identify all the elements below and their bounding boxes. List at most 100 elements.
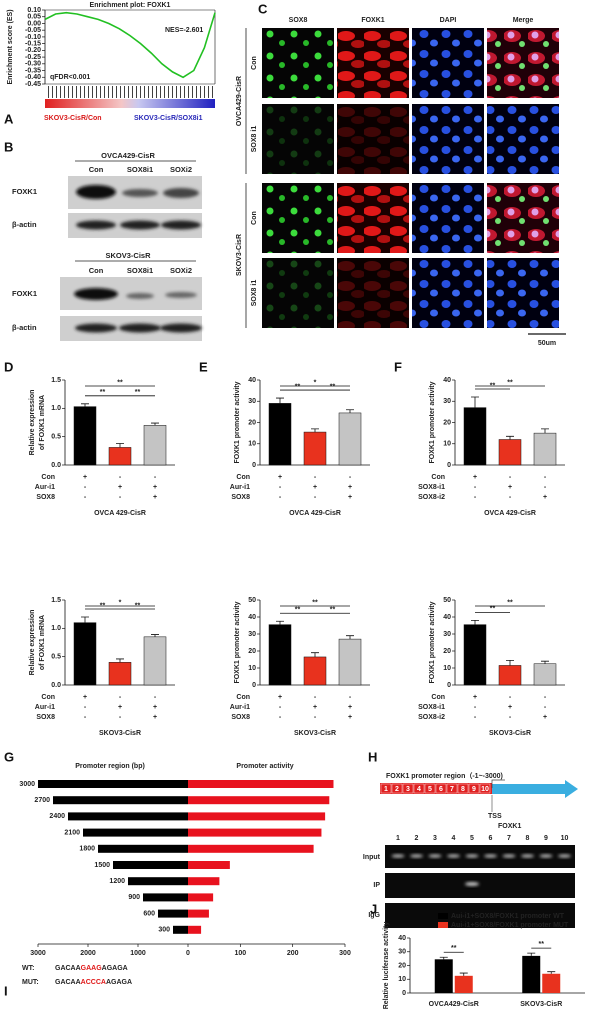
- y-tick-label: 0.05: [27, 14, 41, 21]
- x-axis-label: OVCA 429-CisR: [484, 510, 536, 517]
- rank-gradient: [45, 99, 215, 108]
- blot-title: OVCA429-CisR: [101, 151, 155, 160]
- bar: [434, 959, 453, 993]
- input-band: [539, 854, 553, 858]
- row-label: β-actin: [12, 323, 37, 332]
- lane-label: SOXi2: [170, 266, 192, 275]
- error-bar: [506, 659, 514, 666]
- y-tick-label: 10: [248, 441, 256, 448]
- region-bar: [68, 812, 188, 821]
- region-bar: [128, 877, 188, 886]
- condition-sign: +: [278, 474, 282, 481]
- sequence-label: MUT:: [22, 979, 39, 986]
- band: [75, 323, 117, 333]
- lane-number: 4: [452, 835, 456, 842]
- blot-title: SKOV3-CisR: [105, 251, 151, 260]
- input-band: [410, 854, 423, 858]
- lane-number: 7: [507, 835, 511, 842]
- gel: [385, 903, 575, 928]
- y-tick-label: 0: [402, 990, 406, 997]
- condition-sign: -: [119, 694, 122, 701]
- lane-number: 9: [544, 835, 548, 842]
- activity-bar: [188, 844, 314, 853]
- condition-sign: -: [349, 474, 352, 481]
- activity-bar: [188, 812, 326, 821]
- gel-row-label: IgG: [368, 912, 380, 919]
- bar: [338, 638, 362, 686]
- y-tick-label: 40: [398, 935, 406, 942]
- activity-bar: [188, 861, 230, 869]
- band: [126, 293, 154, 299]
- panel-b: OVCA429-CisR Con SOX8i1 SOXi2 FOXK1 β-ac…: [12, 151, 202, 341]
- panel-letter: H: [368, 749, 377, 764]
- error-bar: [346, 409, 354, 413]
- legend-swatch: [438, 913, 448, 919]
- y-tick-label: 10: [398, 976, 406, 983]
- condition-sign: +: [543, 714, 547, 721]
- y-tick-label: 20: [248, 648, 256, 655]
- region-number: 3: [406, 786, 410, 793]
- condition-sign: -: [84, 714, 87, 721]
- condition-sign: -: [509, 714, 512, 721]
- region-label: 600: [143, 910, 155, 917]
- significance-label: **: [330, 607, 336, 614]
- error-bar: [506, 435, 514, 440]
- y-tick-label: 40: [443, 614, 451, 621]
- y-tick-label: 1.5: [51, 377, 61, 384]
- y-axis-label: Relative expression: [29, 390, 36, 456]
- condition-sign: +: [543, 494, 547, 501]
- diagram-title: FOXK1 promoter region（-1~-3000): [386, 772, 503, 780]
- y-tick-label: 1.0: [51, 405, 61, 412]
- bar: [338, 412, 362, 466]
- gel-row-label: Input: [363, 854, 381, 861]
- region-label: 2400: [49, 813, 65, 820]
- input-band: [484, 854, 497, 858]
- condition-sign: -: [509, 694, 512, 701]
- condition-sign: +: [508, 484, 512, 491]
- activity-bar: [188, 909, 209, 918]
- error-bar: [276, 620, 284, 625]
- x-tick-label: 1000: [130, 950, 146, 957]
- condition-sign: +: [118, 704, 122, 711]
- annotation: qFDR<0.001: [50, 74, 90, 81]
- significance-label: **: [490, 606, 496, 613]
- legend-label: Aui-i1+SOX8/FOXK1 promoter WT: [451, 913, 565, 920]
- x-tick-label: OVCA429-CisR: [429, 1001, 479, 1008]
- condition-label: Con: [236, 474, 250, 481]
- condition-sign: +: [508, 704, 512, 711]
- x-tick-label: 3000: [30, 950, 46, 957]
- bar: [143, 425, 167, 466]
- y-tick-label: 20: [248, 419, 256, 426]
- row-label: Con: [251, 56, 258, 70]
- band: [76, 220, 116, 230]
- lane-number: 3: [433, 835, 437, 842]
- condition-sign: +: [153, 494, 157, 501]
- seq-part: GACAA: [55, 965, 81, 972]
- error-bar: [311, 652, 319, 657]
- ip-band: [465, 882, 479, 886]
- y-tick-label: -0.10: [25, 34, 41, 41]
- y-tick-label: 10: [248, 665, 256, 672]
- y-tick-label: -0.35: [25, 67, 41, 74]
- bar: [268, 403, 292, 466]
- image-row: [262, 258, 559, 328]
- y-axis-label: Enrichment score (ES): [7, 9, 14, 84]
- row-label: FOXK1: [12, 289, 37, 298]
- condition-label: SOX8-i1: [418, 704, 445, 711]
- condition-sign: -: [474, 484, 477, 491]
- lane-label: Con: [89, 165, 104, 174]
- bar: [73, 406, 97, 466]
- x-tick-label: 2000: [80, 950, 96, 957]
- panel-a: Enrichment plot: FOXK1 Enrichment score …: [7, 2, 215, 122]
- input-band: [465, 854, 479, 858]
- x-tick-label: 300: [339, 950, 351, 957]
- y-tick-label: 20: [443, 648, 451, 655]
- condition-label: Con: [41, 474, 55, 481]
- lane-label: Con: [89, 266, 104, 275]
- error-bar: [527, 952, 536, 956]
- sequence: GACAAACCCAAGAGA: [55, 979, 132, 986]
- seq-part: AGAGA: [106, 979, 132, 986]
- region-bar: [38, 780, 188, 788]
- region-label: 1800: [79, 846, 95, 853]
- image-row: [262, 28, 559, 98]
